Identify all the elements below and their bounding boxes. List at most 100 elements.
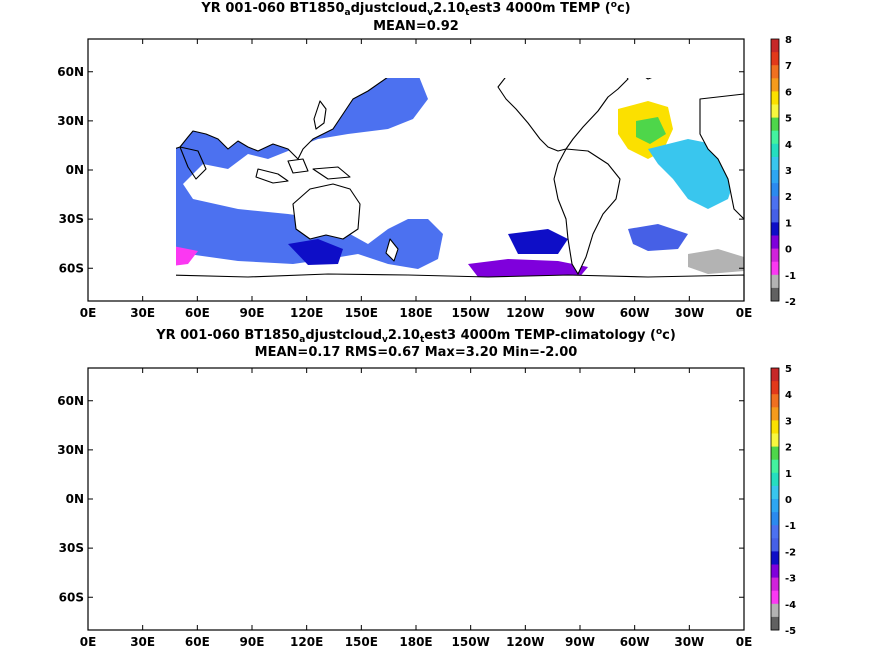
- map2-colorbar: 5 4 3 2 1 0 -1 -2 -3 -4 -5: [770, 364, 796, 637]
- colorbar-swatch: [771, 78, 779, 92]
- x-tick-label: 150W: [452, 635, 490, 649]
- colorbar-tick-label: -2: [785, 547, 796, 558]
- colorbar-swatch: [771, 525, 779, 539]
- colorbar-frame: [770, 38, 780, 302]
- x-tick-label: 120W: [506, 635, 544, 649]
- x-tick-label: 150W: [452, 306, 490, 320]
- map1-axes: 0E 30E 60E 90E 120E 150E 180E 150W 120W 90W 60W 30W…: [57, 39, 752, 320]
- map2-title: YR 001-060 BT1850adjustcloudv2.10test3 4…: [156, 327, 676, 345]
- colorbar-tick-label: 8: [785, 35, 792, 46]
- colorbar-swatch: [771, 287, 779, 302]
- colorbar-swatch: [771, 183, 779, 197]
- x-tick-label: 120E: [290, 635, 323, 649]
- colorbar-swatch: [771, 52, 779, 66]
- y-tick-label: 60S: [59, 590, 84, 604]
- colorbar-swatch: [771, 538, 779, 552]
- y-tick-label: 60S: [59, 261, 84, 275]
- colorbar-swatch: [771, 512, 779, 526]
- colorbar-swatch: [771, 130, 779, 145]
- colorbar-swatch: [771, 485, 779, 500]
- colorbar-tick-label: 3: [785, 166, 792, 177]
- y-tick-label: 30S: [59, 541, 84, 555]
- colorbar-frame: [770, 367, 780, 631]
- x-tick-label: 90W: [565, 635, 595, 649]
- y-tick-label: 30N: [57, 443, 84, 457]
- map2-subtitle: MEAN=0.17 RMS=0.67 Max=3.20 Min=-2.00: [254, 345, 578, 360]
- colorbar-tick-label: 6: [785, 87, 792, 98]
- x-tick-label: 150E: [345, 306, 378, 320]
- colorbar-tick-label: -5: [785, 626, 796, 637]
- y-tick-label: 60N: [57, 394, 84, 408]
- colorbar-tick-label: -3: [785, 574, 796, 585]
- map1-subtitle: MEAN=0.92: [373, 19, 459, 34]
- colorbar-swatch: [771, 274, 779, 289]
- colorbar-swatch: [771, 261, 779, 276]
- colorbar-swatch: [771, 459, 779, 474]
- colorbar-swatch: [771, 564, 779, 578]
- colorbar-swatch: [771, 433, 779, 447]
- colorbar-tick-label: 5: [785, 364, 792, 375]
- colorbar-tick-label: 0: [785, 245, 792, 256]
- colorbar-swatch: [771, 551, 779, 565]
- colorbar-tick-label: 2: [785, 443, 792, 454]
- y-tick-label: 60N: [57, 65, 84, 79]
- colorbar-tick-label: 4: [785, 140, 792, 151]
- x-tick-label: 0E: [80, 635, 97, 649]
- colorbar-swatch: [771, 577, 779, 592]
- colorbar-swatch: [771, 603, 779, 618]
- x-tick-label: 0E: [736, 635, 753, 649]
- x-tick-label: 180E: [399, 306, 432, 320]
- colorbar-tick-label: 2: [785, 192, 792, 203]
- colorbar-tick-label: 5: [785, 114, 792, 125]
- y-tick-label: 0N: [66, 492, 84, 506]
- colorbar-tick-label: -2: [785, 297, 796, 308]
- colorbar-swatch: [771, 209, 779, 223]
- colorbar-swatch: [771, 499, 779, 513]
- x-tick-label: 30W: [674, 306, 704, 320]
- colorbar-tick-label: -1: [785, 521, 796, 532]
- x-tick-label: 60E: [185, 635, 210, 649]
- colorbar-swatch: [771, 590, 779, 605]
- map1-colorbar: 8 7 6 5 4 3 2 1 0 -1 -2: [770, 35, 796, 308]
- x-tick-label: 180E: [399, 635, 432, 649]
- colorbar-tick-label: -1: [785, 271, 796, 282]
- x-tick-label: 30E: [130, 635, 155, 649]
- colorbar-swatch: [771, 39, 779, 53]
- map1-title: YR 001-060 BT1850adjustcloudv2.10test3 4…: [201, 0, 631, 18]
- colorbar-tick-label: 1: [785, 469, 792, 480]
- y-tick-label: 30N: [57, 114, 84, 128]
- x-tick-label: 60E: [185, 306, 210, 320]
- colorbar-swatch: [771, 170, 779, 184]
- colorbar-swatch: [771, 143, 779, 158]
- x-tick-label: 90W: [565, 306, 595, 320]
- map2-axes: 0E 30E 60E 90E 120E 150E 180E 150W 120W 90W 60W 30W…: [57, 368, 752, 649]
- x-tick-label: 120W: [506, 306, 544, 320]
- colorbar-swatch: [771, 394, 779, 408]
- colorbar-swatch: [771, 446, 779, 461]
- colorbar-tick-label: 1: [785, 218, 792, 229]
- colorbar-swatch: [771, 235, 779, 249]
- colorbar-swatch: [771, 196, 779, 210]
- colorbar-swatch: [771, 65, 779, 79]
- colorbar-swatch: [771, 222, 779, 236]
- x-tick-label: 0E: [80, 306, 97, 320]
- y-tick-label: 30S: [59, 212, 84, 226]
- x-tick-label: 60W: [620, 635, 650, 649]
- colorbar-swatch: [771, 156, 779, 171]
- colorbar-tick-label: 0: [785, 495, 792, 506]
- colorbar-swatch: [771, 104, 779, 118]
- x-tick-label: 150E: [345, 635, 378, 649]
- colorbar-tick-label: -4: [785, 600, 796, 611]
- colorbar-swatch: [771, 420, 779, 434]
- colorbar-swatch: [771, 472, 779, 487]
- colorbar-swatch: [771, 91, 779, 105]
- x-tick-label: 30E: [130, 306, 155, 320]
- colorbar-swatch: [771, 407, 779, 421]
- x-tick-label: 0E: [736, 306, 753, 320]
- colorbar-tick-label: 7: [785, 61, 792, 72]
- x-tick-label: 60W: [620, 306, 650, 320]
- colorbar-swatch: [771, 248, 779, 263]
- colorbar-swatch: [771, 381, 779, 395]
- map1-plot-area: [87, 38, 745, 302]
